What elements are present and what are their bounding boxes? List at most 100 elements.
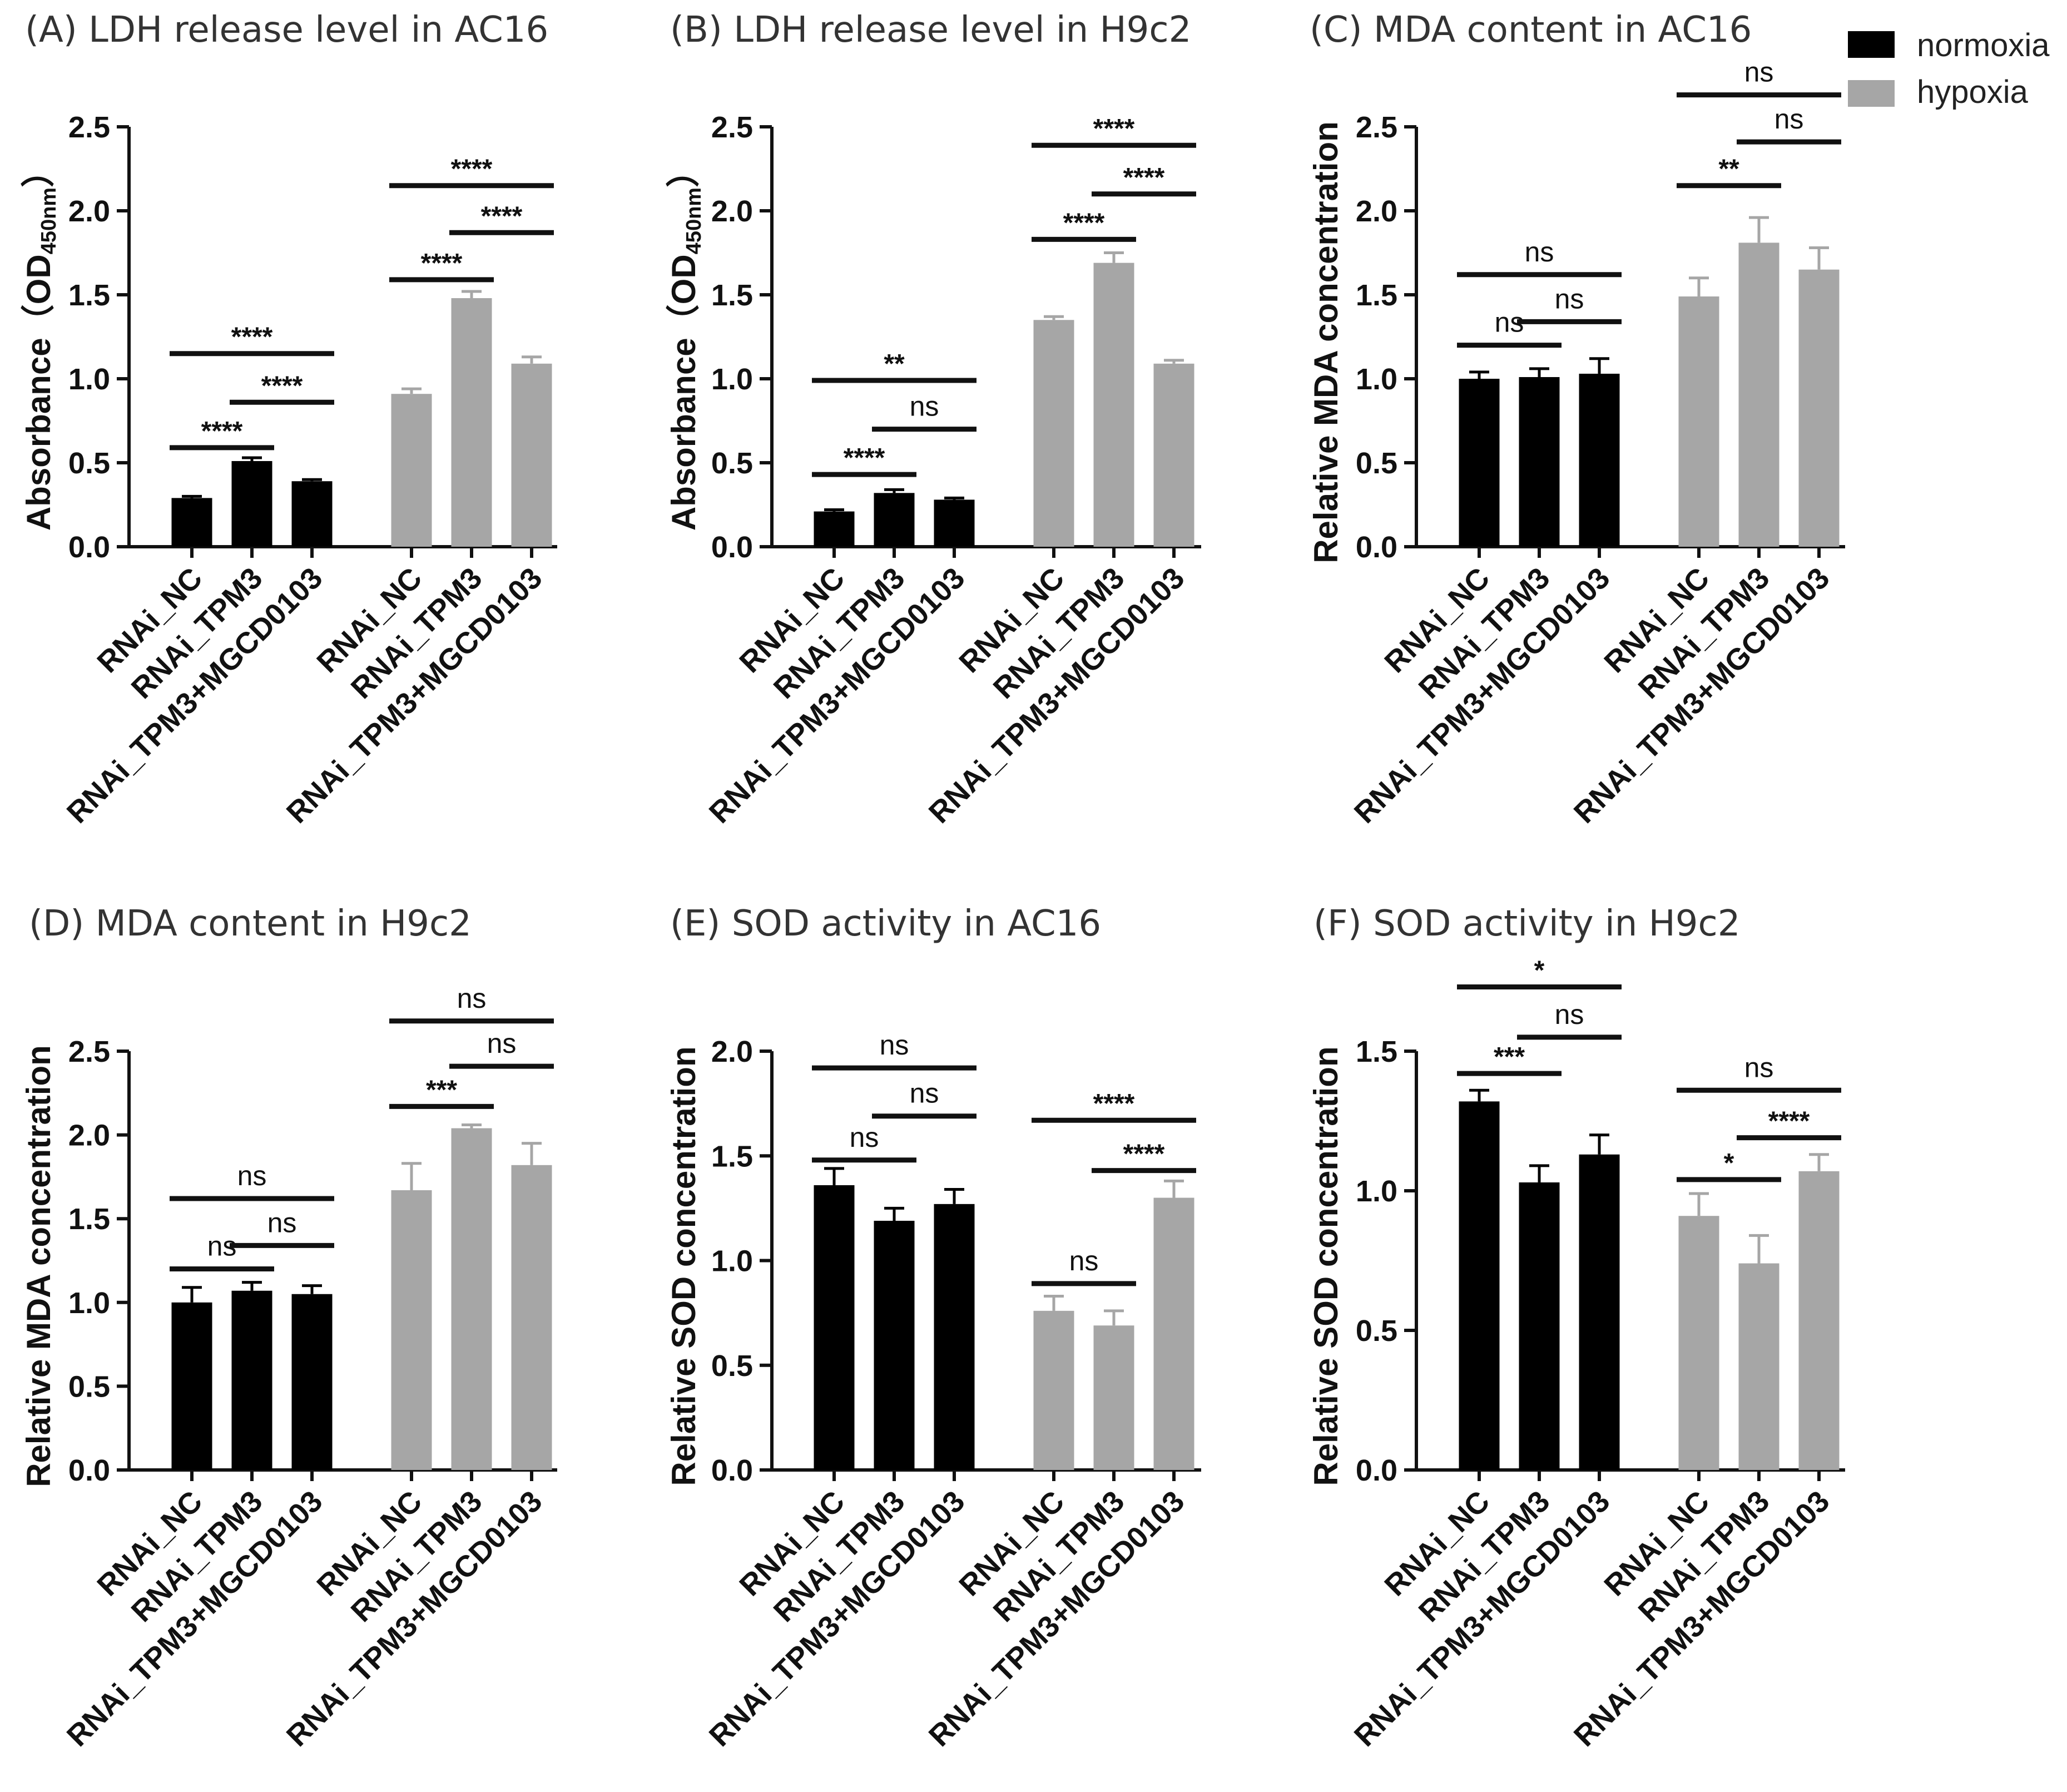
y-tick-label: 2.5 [68,1035,110,1068]
bar-normoxia-0 [814,1185,855,1470]
y-axis-label: Relative SOD concentration [665,1046,702,1486]
significance-label: ns [910,391,939,422]
y-tick-label: 1.5 [68,1202,110,1236]
y-tick-label: 2.5 [711,111,753,144]
significance-label: ns [880,1029,909,1061]
bar-hypoxia-1 [451,1128,492,1470]
bar-normoxia-0 [171,1302,212,1470]
y-tick-label: 1.0 [711,363,753,396]
y-tick-label: 1.0 [1356,1175,1397,1208]
bar-hypoxia-1 [1093,263,1134,547]
y-axis-label: Relative MDA concentration [1307,121,1345,563]
significance-label: ns [1555,999,1584,1030]
y-tick-label: 2.5 [1356,111,1397,144]
significance-label: **** [1063,208,1105,237]
bar-hypoxia-0 [391,394,432,547]
significance-label: **** [1093,1089,1135,1118]
bar-normoxia-1 [1519,377,1560,547]
significance-label: **** [451,155,493,184]
bar-normoxia-1 [874,493,915,547]
bar-normoxia-2 [1579,373,1620,547]
y-axis-label: Absorbance（OD450nm） [665,154,706,531]
y-tick-label: 1.5 [711,279,753,312]
panel-title: (D) MDA content in H9c2 [29,903,472,944]
panel-D: (D) MDA content in H9c2 Relative MDA conc… [20,903,557,1753]
y-tick-label: 2.0 [68,195,110,228]
significance-label: ns [850,1122,879,1153]
significance-label: ns [237,1160,267,1191]
bar-hypoxia-2 [1153,1197,1194,1470]
bar-hypoxia-2 [511,1165,552,1470]
y-axis-label-main: Relative SOD concentration [665,1046,702,1486]
y-axis-label-main: Relative MDA concentration [1307,121,1345,563]
y-tick-label: 1.5 [711,1140,753,1173]
legend-label-normoxia: normoxia [1917,27,2050,63]
panel-title: (C) MDA content in AC16 [1310,9,1752,51]
y-tick-label: 2.0 [1356,195,1397,228]
bar-hypoxia-2 [511,363,552,547]
panel-title: (B) LDH release level in H9c2 [670,9,1191,51]
significance-label: **** [261,371,303,400]
y-tick-label: 0.5 [1356,1314,1397,1348]
y-tick-label: 1.0 [68,363,110,396]
x-category-label: RNAi_TPM3+MGCD0103 [923,561,1191,830]
y-tick-label: 1.0 [711,1245,753,1278]
y-tick-label: 1.5 [68,279,110,312]
significance-label: *** [1494,1042,1525,1072]
bar-normoxia-1 [231,461,272,547]
significance-label: ns [457,983,487,1014]
y-axis-label-main: Absorbance（OD [20,254,57,531]
x-category-label: RNAi_TPM3+MGCD0103 [1568,1484,1836,1753]
significance-label: ns [487,1028,517,1059]
bar-normoxia-2 [291,1294,333,1470]
y-tick-label: 0.5 [68,1370,110,1403]
panel-title: (E) SOD activity in AC16 [670,903,1101,944]
significance-label: ns [1744,57,1774,88]
y-axis-label-close: ） [665,154,702,187]
x-category-label: RNAi_TPM3+MGCD0103 [1568,561,1836,830]
significance-label: ns [1525,236,1554,268]
bar-hypoxia-1 [1093,1325,1134,1470]
y-tick-label: 0.0 [68,531,110,564]
bar-normoxia-2 [291,481,333,547]
bar-normoxia-1 [231,1290,272,1470]
significance-label: ns [1069,1245,1099,1276]
x-category-label: RNAi_TPM3+MGCD0103 [703,561,971,830]
significance-label: **** [481,201,523,231]
y-axis-label-main: Relative MDA concentration [20,1045,57,1487]
bar-normoxia-0 [814,511,855,547]
panel-E: (E) SOD activity in AC16 Relative SOD con… [665,903,1201,1753]
y-axis-label-subscript: 450nm [37,187,61,254]
y-tick-label: 0.5 [711,1349,753,1383]
significance-label: *** [426,1075,457,1105]
legend-label-hypoxia: hypoxia [1917,74,2029,110]
y-tick-label: 1.0 [68,1286,110,1320]
x-category-label: RNAi_TPM3+MGCD0103 [280,1484,549,1753]
panel-title: (A) LDH release level in AC16 [25,9,548,51]
y-tick-label: 0.5 [1356,447,1397,480]
significance-label: ns [1774,103,1804,135]
bar-normoxia-1 [874,1220,915,1470]
bar-normoxia-0 [1459,379,1500,547]
panel-A: (A) LDH release level in AC16 Absorbance（… [20,9,557,830]
bar-normoxia-2 [934,1204,975,1470]
bar-hypoxia-2 [1153,363,1194,547]
bar-normoxia-0 [171,498,212,547]
y-axis-label: Absorbance（OD450nm） [20,154,61,531]
y-axis-label-subscript: 450nm [682,187,706,254]
significance-label: **** [1768,1107,1810,1136]
bar-hypoxia-0 [391,1190,432,1470]
x-category-label: RNAi_TPM3+MGCD0103 [1348,1484,1617,1753]
y-tick-label: 2.0 [711,195,753,228]
x-category-label: RNAi_TPM3+MGCD0103 [280,561,549,830]
significance-label: ns [1555,283,1584,314]
y-tick-label: 0.0 [711,531,753,564]
y-tick-label: 0.5 [711,447,753,480]
significance-label: ns [910,1078,939,1109]
significance-label: **** [201,417,243,446]
y-tick-label: 0.5 [68,447,110,480]
panel-B: (B) LDH release level in H9c2 Absorbance（… [665,9,1201,830]
y-tick-label: 0.0 [711,1454,753,1487]
significance-label: ** [1718,155,1739,184]
